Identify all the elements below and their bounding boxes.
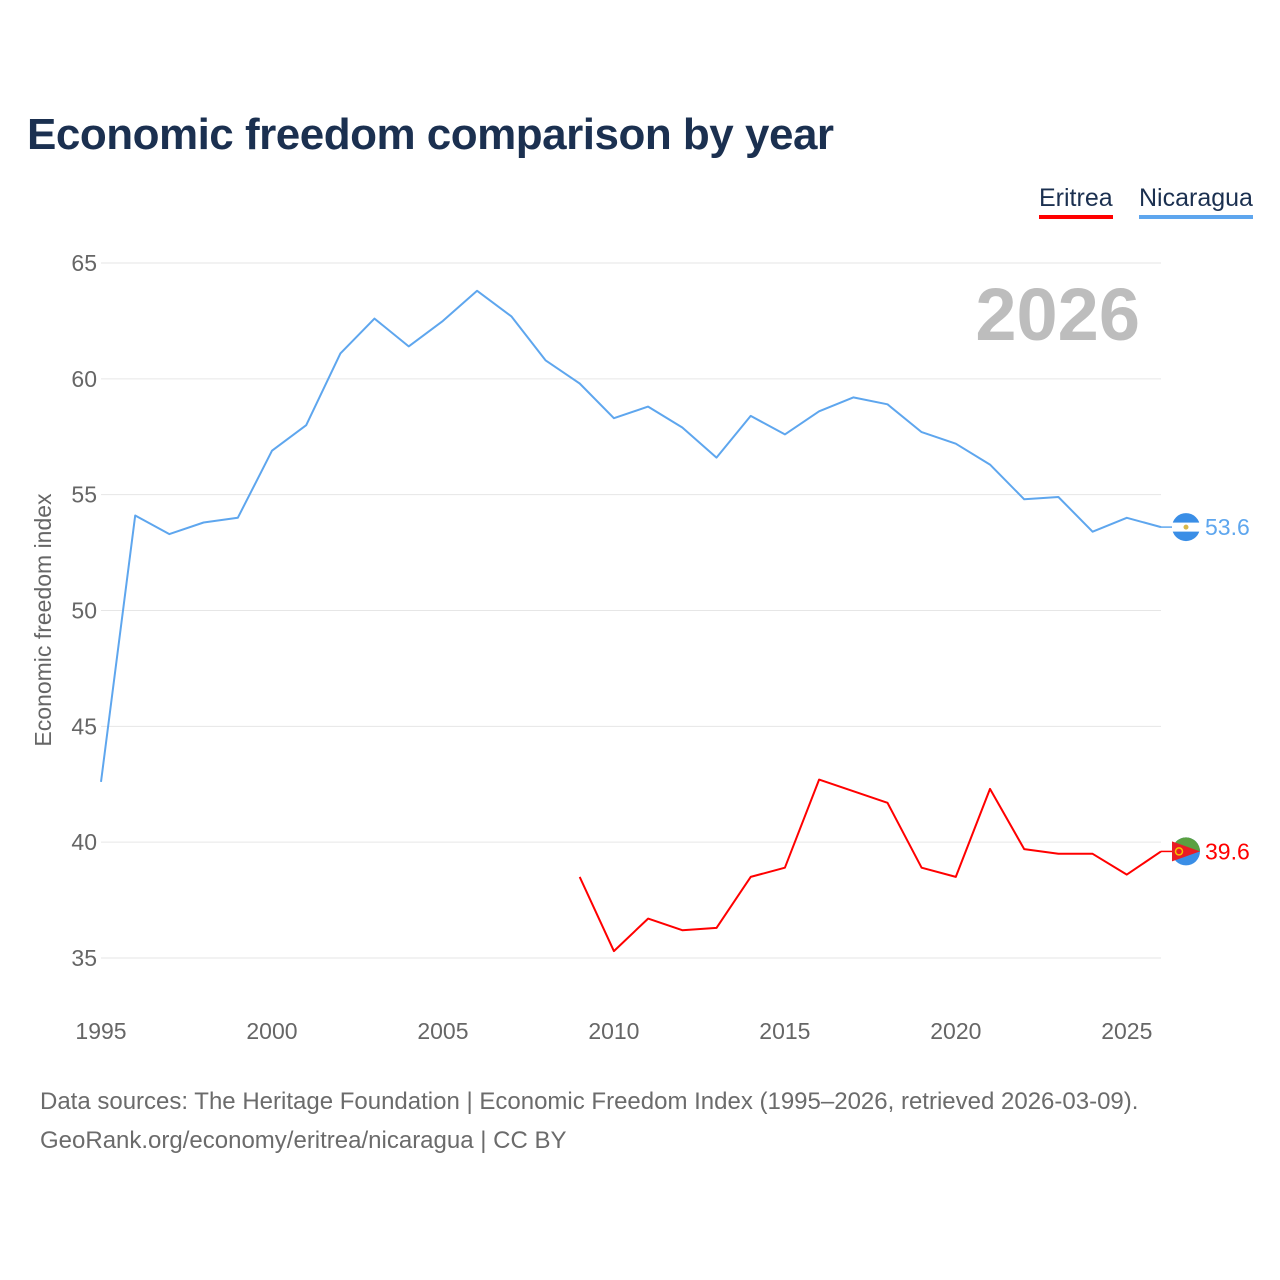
legend-eritrea[interactable]: Eritrea (1039, 184, 1113, 219)
x-tick-label: 2015 (759, 1018, 810, 1044)
x-tick-label: 2025 (1101, 1018, 1152, 1044)
y-tick-label: 50 (71, 598, 97, 624)
series-line-nicaragua (100, 289, 1162, 783)
source-note: Data sources: The Heritage Foundation | … (40, 1088, 1139, 1115)
y-tick-label: 60 (71, 366, 97, 392)
x-tick-label: 2020 (930, 1018, 981, 1044)
end-value-nicaragua: 53.6 (1205, 514, 1250, 540)
flag-nicaragua-icon (1172, 513, 1200, 542)
y-tick-label: 65 (71, 250, 97, 276)
y-tick-label: 55 (71, 482, 97, 508)
x-tick-label: 2000 (246, 1018, 297, 1044)
end-value-eritrea: 39.6 (1205, 838, 1250, 864)
x-tick-label: 1995 (75, 1018, 126, 1044)
series-line-eritrea (578, 778, 1162, 953)
x-tick-label: 2010 (588, 1018, 639, 1044)
chart-title: Economic freedom comparison by year (27, 110, 834, 159)
flag-eritrea-icon (1172, 837, 1200, 866)
y-tick-label: 40 (71, 829, 97, 855)
y-tick-label: 45 (71, 713, 97, 739)
x-tick-label: 2005 (417, 1018, 468, 1044)
legend-nicaragua[interactable]: Nicaragua (1139, 184, 1253, 219)
year-label: 2026 (975, 273, 1140, 356)
y-tick-label: 35 (71, 945, 97, 971)
y-axis-label: Economic freedom index (30, 493, 56, 747)
source-link[interactable]: GeoRank.org/economy/eritrea/nicaragua | … (40, 1127, 567, 1154)
